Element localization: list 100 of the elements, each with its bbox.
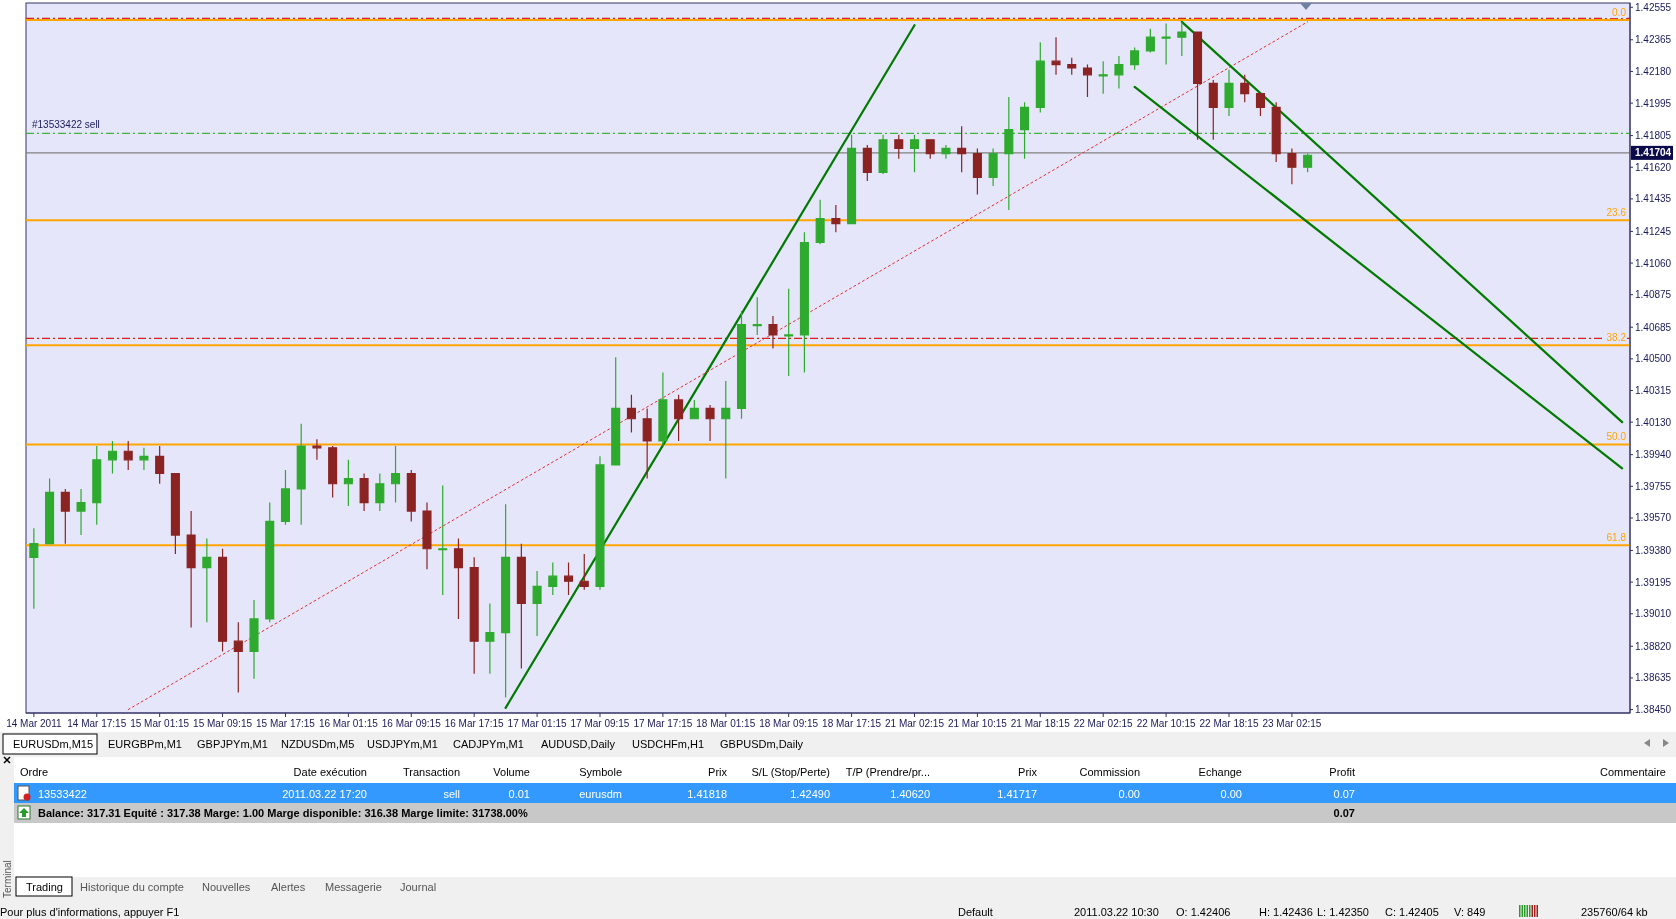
x-tick-label: 17 Mar 17:15	[633, 718, 693, 729]
candlestick	[391, 445, 401, 504]
text: 1.41717	[997, 788, 1037, 800]
text: Messagerie	[325, 881, 382, 893]
candlestick	[186, 510, 196, 629]
candlestick	[469, 556, 479, 675]
candlestick	[170, 472, 180, 555]
candlestick	[60, 488, 70, 545]
annotation: 61.8	[1606, 532, 1627, 544]
candlestick	[359, 472, 369, 512]
y-tick-label: 1.42365	[1635, 34, 1672, 46]
candlestick	[626, 394, 636, 434]
candlestick	[343, 459, 353, 507]
text: Default	[958, 906, 993, 918]
candlestick	[878, 134, 888, 175]
text: 2011.03.22 17:20	[282, 788, 367, 800]
x-tick-label: 18 Mar 09:15	[759, 718, 819, 729]
text: GBPJPYm,M1	[197, 738, 268, 750]
annotation: 50.0	[1606, 431, 1627, 443]
text: 2011.03.22 10:30	[1074, 906, 1159, 918]
candlestick	[328, 445, 338, 499]
candlestick	[45, 478, 55, 545]
text: 0.07	[1333, 788, 1355, 800]
y-tick-label: 1.42555	[1635, 1, 1672, 13]
text: USDCHFm,H1	[632, 738, 705, 750]
text: S/L (Stop/Perte)	[751, 766, 830, 778]
x-tick-label: 22 Mar 18:15	[1199, 718, 1259, 729]
candlestick	[265, 501, 275, 623]
x-tick-label: 22 Mar 10:15	[1136, 718, 1196, 729]
y-tick-label: 1.40130	[1635, 416, 1672, 428]
y-tick-label: 1.42180	[1635, 65, 1672, 77]
candlestick	[784, 288, 794, 377]
x-tick-label: 14 Mar 2011	[6, 718, 62, 729]
candlestick	[579, 553, 589, 591]
candlestick	[799, 231, 809, 374]
candlestick	[218, 548, 228, 653]
text: EURGBPm,M1	[108, 738, 182, 750]
candlestick	[909, 134, 920, 173]
x-tick-label: 21 Mar 02:15	[885, 718, 945, 729]
candlestick	[1051, 36, 1061, 76]
candlestick	[674, 394, 684, 442]
y-tick-label: 1.41805	[1635, 130, 1672, 142]
x-tick-label: 22 Mar 02:15	[1073, 718, 1134, 729]
candlestick	[1114, 55, 1124, 90]
text: Date exécution	[293, 766, 367, 778]
candlestick	[611, 356, 621, 466]
candlestick	[1208, 79, 1218, 141]
candlestick	[548, 561, 558, 596]
y-tick-label: 1.41245	[1635, 225, 1672, 237]
candlestick	[312, 438, 322, 461]
text: Trading	[26, 881, 63, 893]
x-tick-label: 17 Mar 01:15	[507, 718, 567, 729]
x-tick-label: 21 Mar 10:15	[947, 718, 1008, 729]
x-tick-label: 14 Mar 17:15	[67, 718, 127, 729]
candlestick	[280, 469, 290, 526]
candlestick	[107, 440, 118, 475]
text: Commission	[1079, 766, 1140, 778]
candlestick	[1255, 93, 1265, 117]
candlestick	[957, 125, 967, 173]
x-tick-label: 16 Mar 17:15	[444, 718, 505, 729]
text: Journal	[400, 881, 437, 893]
candlestick	[1145, 28, 1155, 54]
y-tick-label: 1.40315	[1635, 385, 1672, 397]
text: Transaction	[402, 766, 460, 778]
candlestick	[1098, 60, 1108, 95]
candlestick	[1082, 63, 1092, 98]
candlestick	[375, 472, 385, 512]
x-tick-label: 21 Mar 18:15	[1010, 718, 1071, 729]
candlestick	[422, 501, 432, 570]
x-tick-label: 16 Mar 01:15	[318, 718, 379, 729]
text: Echange	[1198, 766, 1242, 778]
text: V: 849	[1454, 906, 1486, 918]
y-tick-label: 1.39755	[1635, 480, 1672, 492]
y-tick-label: 1.40875	[1635, 289, 1672, 301]
text: Prix	[708, 766, 728, 778]
candlestick	[705, 404, 715, 442]
x-tick-label: 15 Mar 01:15	[130, 718, 190, 729]
candlestick	[847, 134, 857, 225]
candlestick	[1020, 101, 1030, 160]
candlestick	[516, 543, 526, 670]
y-tick-label: 1.40685	[1635, 321, 1672, 333]
y-tick-label: 1.39380	[1635, 544, 1672, 556]
candlestick	[29, 527, 39, 610]
candlestick	[296, 423, 306, 526]
candlestick	[862, 144, 872, 182]
candlestick	[988, 147, 998, 187]
candlestick	[658, 371, 668, 447]
y-tick-label: 1.41620	[1635, 161, 1672, 173]
candlestick	[233, 621, 243, 694]
text: Profit	[1329, 766, 1355, 778]
y-tick-label: 1.38820	[1635, 640, 1672, 652]
candlestick	[501, 503, 511, 699]
y-tick-label: 1.41060	[1635, 257, 1672, 269]
candlestick	[1224, 69, 1234, 117]
candlestick	[1193, 31, 1203, 141]
text: Nouvelles	[202, 881, 251, 893]
candlestick	[768, 315, 778, 350]
x-tick-label: 15 Mar 17:15	[256, 718, 316, 729]
candlestick	[736, 310, 747, 420]
candlestick	[721, 380, 731, 480]
